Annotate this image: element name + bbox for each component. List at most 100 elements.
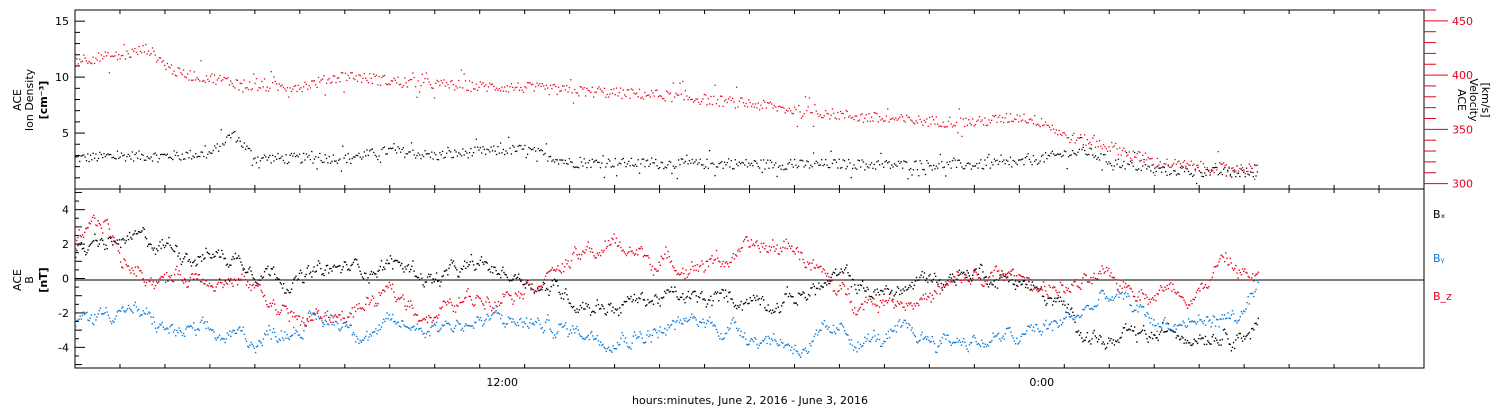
bottom-series-1-point (1244, 310, 1246, 313)
top-series-1-point (788, 107, 790, 110)
bottom-series-2-point (80, 236, 83, 238)
bottom-series-1-point (614, 348, 616, 350)
bottom-series-2-point (831, 279, 833, 282)
top-series-1-point (557, 86, 560, 88)
bottom-series-2-point (659, 264, 661, 266)
bottom-series-1-point (712, 325, 714, 327)
bottom-series-1-point (151, 323, 153, 325)
bottom-series-1-point (1163, 319, 1165, 321)
top-series-1-point (1151, 157, 1153, 159)
bottom-series-2-point (91, 216, 94, 219)
top-series-1-point (1030, 118, 1032, 120)
bottom-series-2-point (368, 303, 370, 306)
bottom-series-0-point (241, 264, 243, 266)
bottom-series-2-point (1121, 287, 1123, 290)
bottom-series-2-point (574, 246, 576, 248)
bottom-series-0-point (553, 278, 556, 280)
top-series-0-point (711, 162, 714, 164)
bottom-series-2-point (132, 269, 134, 272)
bottom-series-0-point (1181, 335, 1183, 338)
top-series-1-point (926, 118, 928, 120)
bottom-series-2-point (847, 288, 849, 290)
bottom-series-1-point (432, 325, 434, 327)
bottom-series-2-point (731, 256, 733, 259)
top-series-1-point (359, 75, 361, 77)
top-series-0-point (1178, 173, 1180, 175)
bottom-series-2-point (516, 295, 519, 297)
top-series-0-point (427, 153, 429, 155)
bottom-series-2-point (257, 285, 259, 287)
bottom-series-0-point (876, 288, 878, 290)
bottom-series-2-point (236, 283, 239, 286)
bottom-series-1-point (841, 324, 844, 326)
bottom-series-2-point (226, 283, 229, 285)
bottom-series-2-point (331, 315, 333, 317)
bottom-series-2-point (289, 311, 292, 314)
bottom-series-2-point (134, 266, 136, 268)
bottom-series-0-point (143, 228, 145, 230)
bottom-series-2-point (895, 305, 898, 308)
bottom-series-2-point (641, 247, 643, 250)
top-series-1-point (209, 75, 212, 77)
top-series-0-point (642, 158, 645, 160)
top-series-1-point (118, 53, 120, 56)
bottom-series-1-point (370, 335, 373, 337)
bottom-series-2-point (445, 304, 448, 306)
bottom-series-2-point (358, 302, 360, 305)
top-series-0-point (1120, 166, 1122, 169)
top-series-0-point (300, 162, 302, 164)
top-series-0-point (978, 162, 981, 164)
top-series-1-point (429, 83, 432, 86)
bottom-series-0-point (133, 232, 135, 235)
top-series-0-point (660, 161, 662, 163)
top-series-1-point (1240, 164, 1242, 166)
bottom-series-1-point (885, 333, 887, 335)
top-series-0-point (1106, 163, 1109, 165)
top-series-0-point (951, 160, 954, 162)
bottom-series-0-point (426, 276, 429, 278)
top-series-1-point (830, 114, 832, 116)
bottom-series-0-point (1130, 325, 1132, 327)
bottom-series-0-point (1254, 322, 1256, 325)
bottom-series-2-point (215, 286, 217, 288)
bottom-series-1-point (721, 338, 723, 340)
top-series-0-point (319, 152, 321, 155)
top-series-0-point (266, 159, 268, 161)
bottom-series-2-point (696, 263, 699, 266)
bottom-series-0-point (279, 281, 281, 284)
top-series-0-point (1047, 154, 1049, 156)
top-series-1-point (699, 103, 701, 105)
top-series-1-point (879, 115, 881, 118)
bottom-series-2-point (229, 280, 231, 282)
bottom-series-0-point (114, 240, 116, 243)
bottom-series-2-point (850, 300, 853, 303)
bottom-series-0-point (877, 291, 880, 294)
bottom-series-2-point (254, 284, 257, 287)
bottom-series-0-point (1221, 338, 1224, 341)
top-series-0-point (575, 166, 577, 168)
bottom-series-0-point (802, 291, 804, 293)
top-series-0-point (918, 175, 920, 177)
bottom-series-1-point (544, 321, 547, 323)
top-series-1-point (450, 80, 452, 83)
top-series-0-point (675, 165, 677, 168)
bottom-series-0-point (179, 258, 181, 260)
top-series-1-point (1171, 164, 1174, 166)
top-series-0-point (970, 168, 973, 170)
bottom-series-0-point (459, 271, 461, 273)
top-series-0-point (1132, 165, 1134, 167)
bottom-series-0-point (282, 283, 285, 285)
bottom-series-2-point (220, 281, 222, 284)
top-series-1-point (1061, 134, 1063, 137)
bottom-series-1-point (424, 336, 427, 339)
bottom-series-1-point (121, 307, 123, 309)
top-series-0-point (321, 161, 324, 164)
top-series-1-point (764, 101, 766, 103)
bottom-series-0-point (574, 309, 576, 312)
top-series-1-point (280, 85, 282, 87)
bottom-series-1-point (135, 306, 138, 308)
bottom-series-1-point (1072, 318, 1074, 320)
bottom-series-0-point (692, 291, 694, 293)
bottom-series-0-point (707, 299, 710, 301)
bottom-series-1-point (1133, 309, 1136, 311)
